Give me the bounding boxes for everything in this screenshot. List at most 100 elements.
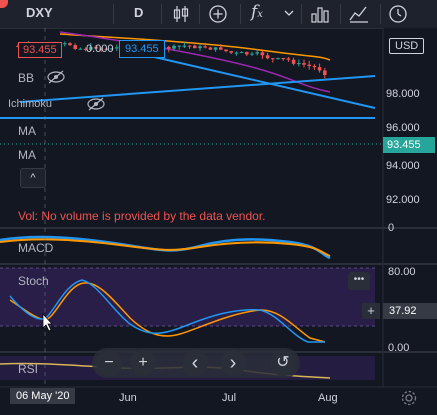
time-tick: Jul (222, 392, 237, 404)
candle-body (291, 59, 296, 64)
interval-button[interactable]: D (134, 5, 144, 20)
candle-body (260, 52, 265, 56)
candle-body (271, 58, 275, 60)
macd-signal-line (0, 238, 331, 257)
candle-body (73, 45, 77, 49)
pane-more-button[interactable]: ••• (348, 272, 370, 290)
indicators-button[interactable]: fx (251, 2, 263, 22)
candle-body (109, 48, 114, 50)
time-tick: Jun (119, 392, 137, 404)
candle-body (245, 52, 249, 55)
candle-body (265, 55, 270, 59)
eye-off-icon[interactable] (86, 97, 106, 111)
candle-body (99, 48, 103, 50)
candle-body (78, 48, 83, 50)
crosshair-date-label: 06 May '20 (10, 388, 76, 404)
candlestick-icon[interactable] (170, 3, 192, 25)
add-alert-button[interactable]: + (362, 303, 380, 319)
chart-compare-icon[interactable] (348, 3, 370, 25)
price-axis[interactable] (383, 28, 437, 387)
bar-chart-icon[interactable] (309, 3, 331, 25)
time-tick: Aug (318, 392, 338, 404)
ma-indicator-label-1[interactable]: MA (18, 124, 36, 138)
collapse-legend-button[interactable]: ^ (20, 168, 46, 188)
price-tick: 92.000 (386, 194, 420, 206)
candle-body (281, 58, 285, 60)
candle-body (83, 48, 88, 50)
settings-gear-icon[interactable] (400, 389, 418, 407)
candle-body (208, 47, 213, 50)
currency-label[interactable]: USD (389, 38, 425, 54)
ichimoku-indicator-label[interactable]: Ichimoku (8, 98, 53, 110)
trendline-rising[interactable] (19, 75, 376, 103)
candle-body (193, 45, 197, 49)
scroll-right-button[interactable]: › (220, 350, 246, 376)
symbol-button[interactable]: DXY (26, 5, 53, 20)
candle-body (89, 46, 93, 50)
candle-body (63, 43, 67, 45)
rsi-indicator-label[interactable]: RSI (18, 362, 39, 376)
candle-body (187, 45, 192, 47)
candle-body (203, 46, 207, 48)
macd-indicator-label[interactable]: MACD (18, 241, 54, 255)
ma-orange-line (59, 33, 331, 61)
top-toolbar: DXY D fx (0, 0, 437, 29)
toolbar-separator (240, 4, 241, 24)
candle-body (239, 52, 244, 54)
candle-body (115, 47, 119, 49)
cursor-price-label[interactable]: 93.455 (119, 40, 165, 58)
candle-body (302, 63, 306, 65)
candle-body (276, 58, 280, 60)
open-price-label: 93.455 (18, 42, 62, 58)
replay-icon[interactable] (387, 3, 409, 25)
candle-body (172, 45, 176, 49)
price-tick: 98.000 (386, 88, 420, 100)
stoch-indicator-label[interactable]: Stoch (18, 274, 49, 288)
stoch-band (0, 268, 375, 326)
toolbar-separator (161, 4, 162, 24)
change-label: 0.000 (86, 43, 114, 55)
candle-body (234, 52, 239, 54)
candle-body (182, 45, 187, 47)
price-tick: 96.000 (386, 122, 420, 134)
stoch-tick: 0.00 (388, 342, 410, 354)
fx-f-label: f (251, 2, 258, 22)
reset-chart-button[interactable]: ↺ (270, 350, 296, 376)
ma-indicator-label-2[interactable]: MA (18, 148, 36, 162)
zoom-in-button[interactable]: + (130, 350, 156, 376)
current-price-tag: 93.455 (383, 137, 435, 153)
plus-circle-icon[interactable] (207, 3, 229, 25)
candle-body (229, 51, 233, 53)
toolbar-separator (301, 4, 302, 24)
candle-body (213, 47, 218, 50)
eye-off-icon[interactable] (46, 70, 66, 84)
candle-body (307, 64, 311, 67)
ma-purple-line (59, 31, 331, 93)
toolbar-separator (340, 4, 341, 24)
candle-body (219, 47, 223, 50)
zoom-out-button[interactable]: − (96, 350, 122, 376)
stoch-value-tag: 37.92 (383, 303, 437, 319)
volume-notice: Vol: No volume is provided by the data v… (18, 209, 266, 223)
candle-body (224, 49, 228, 52)
candle-body (286, 58, 291, 60)
candle-body (94, 46, 98, 49)
scroll-left-button[interactable]: ‹ (182, 350, 208, 376)
price-tick: 94.000 (386, 160, 420, 172)
toolbar-separator (113, 4, 114, 24)
fx-x-label: x (257, 9, 263, 20)
stoch-tick: 80.00 (388, 266, 416, 278)
notification-dot (0, 0, 8, 8)
chevron-down-icon[interactable] (283, 8, 295, 18)
candle-body (250, 53, 254, 55)
toolbar-separator (199, 4, 200, 24)
candle-body (323, 70, 327, 76)
candle-body (198, 46, 202, 49)
bb-indicator-label[interactable]: BB (18, 71, 35, 85)
candle-body (177, 45, 181, 47)
mouse-cursor-icon (42, 313, 53, 332)
trendline-falling[interactable] (149, 55, 376, 109)
macd-zero-tick: 0 (388, 222, 395, 234)
candle-body (312, 66, 317, 68)
candle-body (317, 67, 322, 71)
